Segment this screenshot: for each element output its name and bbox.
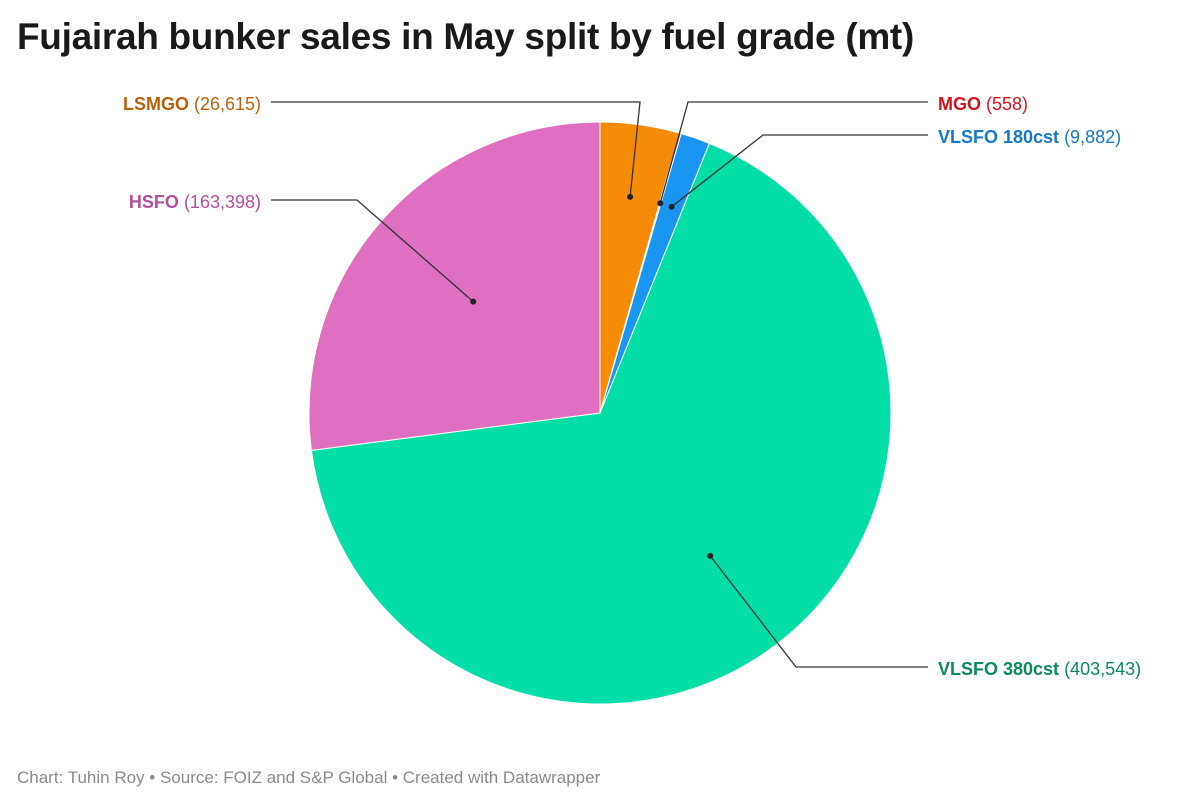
leader-line [271, 199, 474, 303]
slice-label-value: (26,615) [194, 94, 261, 114]
leader-line [671, 134, 928, 208]
slice-label-value: (163,398) [184, 192, 261, 212]
slice-label-value: (403,543) [1064, 659, 1141, 679]
slice-label-name: LSMGO [123, 94, 194, 114]
slice-label-value: (558) [986, 94, 1028, 114]
slice-label: VLSFO 180cst (9,882) [938, 127, 1121, 147]
chart-footer: Chart: Tuhin Roy • Source: FOIZ and S&P … [17, 768, 601, 787]
chart-title: Fujairah bunker sales in May split by fu… [17, 16, 914, 57]
leader-dot [627, 193, 634, 200]
leader-line [659, 101, 928, 204]
pie-slice-hsfo[interactable] [308, 121, 601, 451]
slice-label: VLSFO 380cst (403,543) [938, 659, 1141, 679]
leader-dot [707, 552, 714, 559]
leader-line [271, 101, 641, 197]
slice-label-name: VLSFO 180cst [938, 127, 1064, 147]
slice-label-name: HSFO [129, 192, 184, 212]
pie-slices [308, 121, 892, 705]
leader-line [709, 555, 928, 668]
slice-label: LSMGO (26,615) [123, 94, 261, 114]
leader-dot [657, 200, 664, 207]
slice-labels: LSMGO (26,615) MGO (558) VLSFO 180cst (9,8… [123, 94, 1141, 679]
slice-label-value: (9,882) [1064, 127, 1121, 147]
leader-dot [470, 298, 477, 305]
leader-dot [668, 203, 675, 210]
slice-label-name: VLSFO 380cst [938, 659, 1064, 679]
slice-label-name: MGO [938, 94, 986, 114]
slice-label: MGO (558) [938, 94, 1028, 114]
label-leader-lines [271, 101, 928, 668]
slice-label: HSFO (163,398) [129, 192, 261, 212]
